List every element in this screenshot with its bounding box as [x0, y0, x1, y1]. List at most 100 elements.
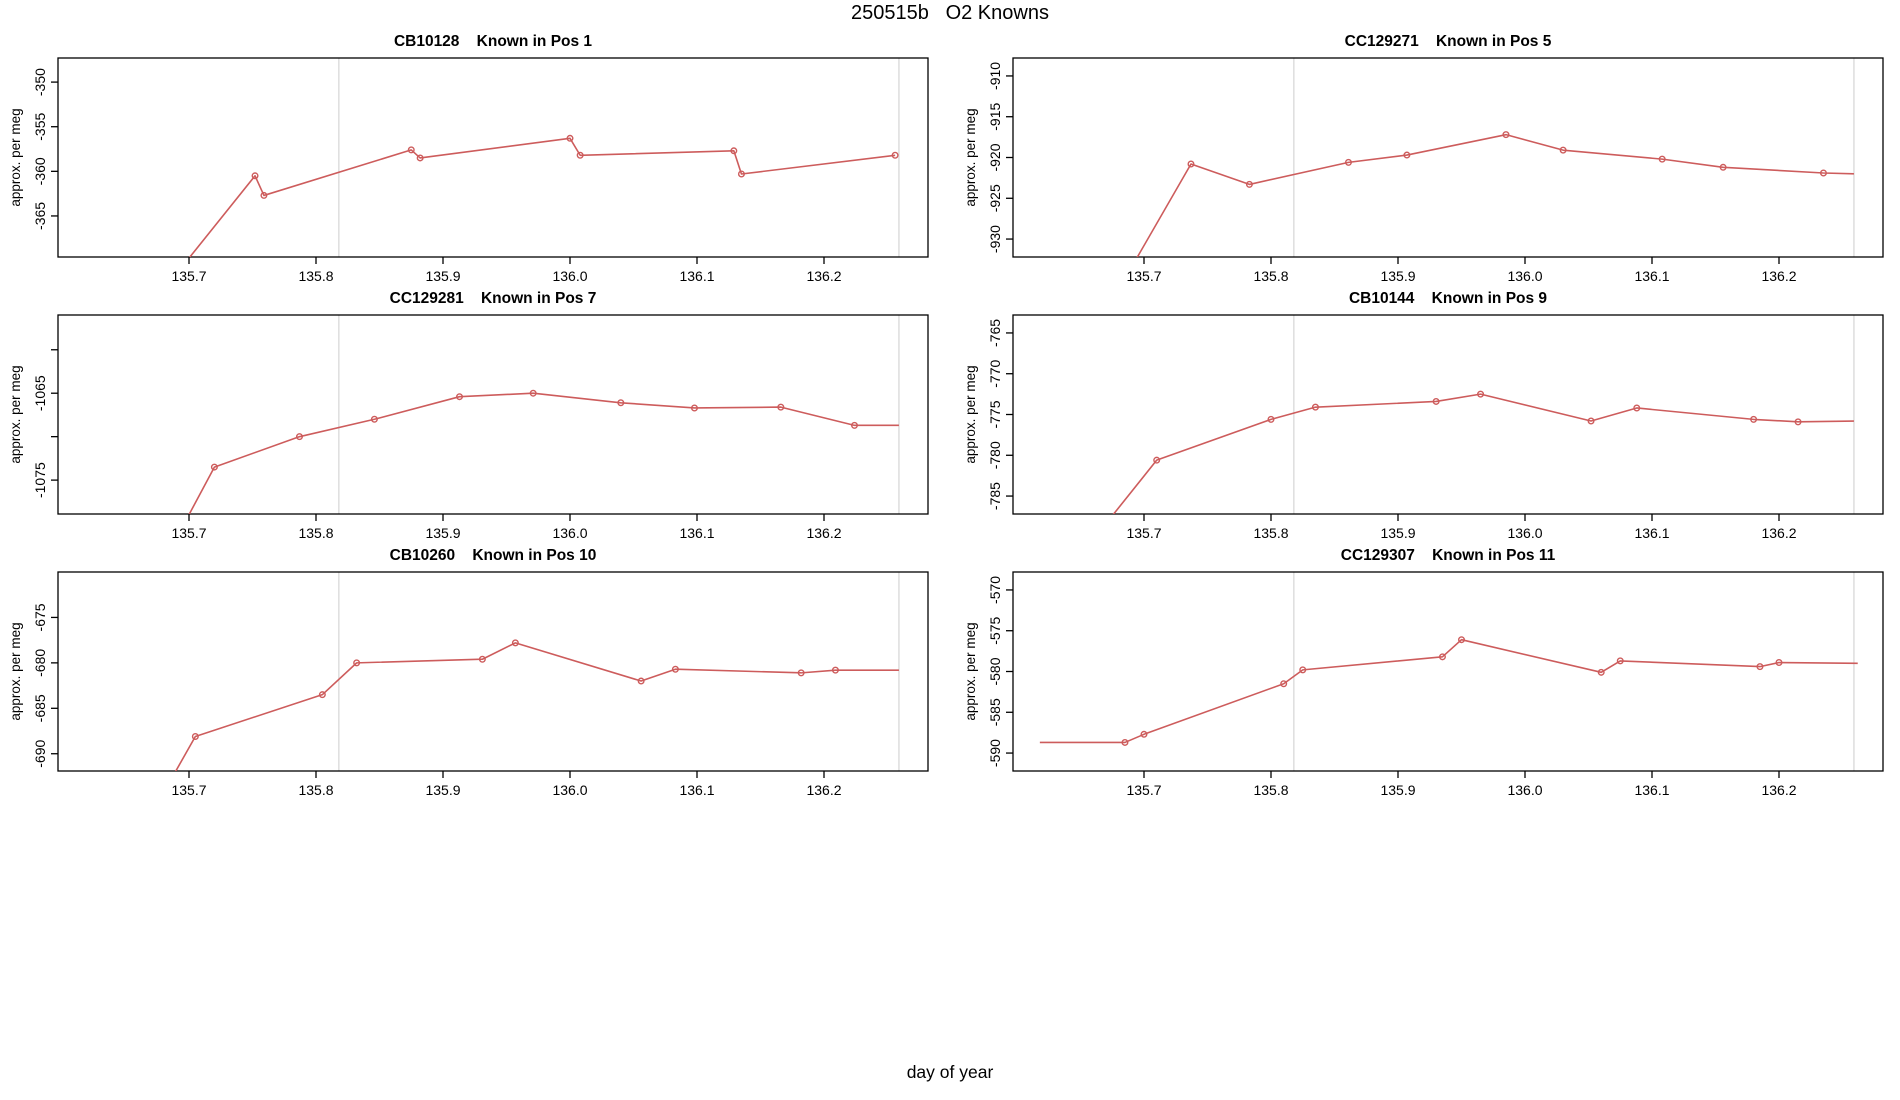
x-tick-label: 136.2 — [1761, 525, 1796, 541]
y-tick-label: -575 — [987, 617, 1003, 645]
data-point — [831, 666, 839, 674]
y-tick-label: -780 — [987, 441, 1003, 469]
subplot-title-pos10: CB10260 Known in Pos 10 — [389, 547, 597, 564]
x-tick-label: 136.2 — [806, 525, 841, 541]
subplot-title-pos11: CC129307 Known in Pos 11 — [1340, 547, 1556, 564]
data-point — [353, 659, 361, 667]
x-tick-label: 136.0 — [552, 782, 587, 798]
data-point — [370, 415, 378, 423]
plot-border — [1012, 57, 1884, 258]
data-point — [1775, 659, 1783, 667]
x-tick-label: 135.8 — [298, 525, 333, 541]
subplot-title-pos5: CC129271 Known in Pos 5 — [1344, 33, 1552, 50]
data-point — [671, 665, 679, 673]
y-tick-label: -685 — [32, 694, 48, 722]
x-tick-label: 135.9 — [425, 268, 460, 284]
y-axis-label: approx. per meg — [963, 108, 978, 206]
y-tick-label: -355 — [32, 112, 48, 140]
x-tick-label: 135.9 — [425, 782, 460, 798]
subplot-pos10: 135.7 135.8 135.9 136.0 136.1 136.2 -675 -680 -6… — [8, 571, 929, 798]
data-point — [1299, 666, 1307, 674]
data-point — [850, 421, 858, 429]
plot-border — [57, 571, 929, 772]
subplot-pos1: 135.7 135.8 135.9 136.0 136.1 136.2 -350 -355 -3… — [8, 57, 929, 284]
x-tick-label: 136.1 — [679, 268, 714, 284]
x-tick-label: 136.0 — [1507, 782, 1542, 798]
x-tick-label: 136.1 — [1634, 782, 1669, 798]
x-tick-label: 135.7 — [1126, 782, 1161, 798]
data-point — [1597, 668, 1605, 676]
data-point — [1587, 417, 1595, 425]
x-tick-label: 135.7 — [171, 782, 206, 798]
data-point — [1458, 636, 1466, 644]
x-tick-label: 135.9 — [1380, 782, 1415, 798]
data-point — [1140, 730, 1148, 738]
data-point — [1280, 680, 1288, 688]
x-tick-label: 135.9 — [1380, 268, 1415, 284]
x-tick-label: 135.7 — [1126, 268, 1161, 284]
x-tick-label: 135.8 — [298, 782, 333, 798]
y-axis-label: approx. per meg — [8, 108, 23, 206]
y-tick-label: -1075 — [32, 462, 48, 498]
data-point — [529, 389, 537, 397]
y-tick-label: -930 — [987, 225, 1003, 253]
y-tick-label: -360 — [32, 157, 48, 185]
y-tick-label: -910 — [987, 62, 1003, 90]
y-tick-label: -675 — [32, 603, 48, 631]
plot-border — [57, 57, 929, 258]
data-point — [1245, 180, 1253, 188]
plot-border — [1012, 571, 1884, 772]
y-tick-label: -590 — [987, 739, 1003, 767]
y-tick-label: -775 — [987, 400, 1003, 428]
data-point — [1432, 397, 1440, 405]
data-point — [191, 732, 199, 740]
plot-border — [57, 314, 929, 515]
data-point — [318, 691, 326, 699]
data-point — [251, 172, 259, 180]
y-tick-label: -1065 — [32, 375, 48, 411]
data-point — [478, 655, 486, 663]
subplot-title-pos7: CC129281 Known in Pos 7 — [389, 290, 597, 307]
data-point — [407, 146, 415, 154]
x-tick-label: 136.0 — [552, 525, 587, 541]
x-tick-label: 135.8 — [1253, 268, 1288, 284]
data-point — [1658, 155, 1666, 163]
data-point — [637, 677, 645, 685]
data-point — [511, 639, 519, 647]
data-point — [1121, 738, 1129, 746]
x-tick-label: 136.1 — [679, 782, 714, 798]
plot-border — [1012, 314, 1884, 515]
data-point — [730, 147, 738, 155]
x-tick-label: 136.1 — [679, 525, 714, 541]
data-point — [1819, 169, 1827, 177]
x-tick-label: 135.7 — [171, 525, 206, 541]
data-point — [576, 151, 584, 159]
x-tick-label: 135.7 — [171, 268, 206, 284]
x-tick-label: 136.1 — [1634, 268, 1669, 284]
data-point — [456, 393, 464, 401]
data-point — [1559, 146, 1567, 154]
data-point — [295, 433, 303, 441]
data-point — [1750, 415, 1758, 423]
x-tick-label: 136.0 — [1507, 525, 1542, 541]
y-tick-label: -765 — [987, 319, 1003, 347]
data-point — [1438, 653, 1446, 661]
x-tick-label: 136.0 — [552, 268, 587, 284]
data-point — [210, 463, 218, 471]
y-tick-label: -365 — [32, 202, 48, 230]
x-tick-label: 136.2 — [806, 268, 841, 284]
data-point — [1267, 415, 1275, 423]
y-tick-label: -350 — [32, 68, 48, 96]
x-tick-label: 136.2 — [806, 782, 841, 798]
data-point — [777, 403, 785, 411]
data-point — [566, 134, 574, 142]
y-tick-label: -690 — [32, 740, 48, 768]
x-axis-label: day of year — [906, 1062, 994, 1082]
subplot-pos5: 135.7 135.8 135.9 136.0 136.1 136.2 -910 -915 -9… — [963, 57, 1884, 284]
data-point — [1633, 404, 1641, 412]
y-axis-label: approx. per meg — [8, 365, 23, 463]
data-line — [174, 642, 899, 771]
y-tick-label: -920 — [987, 143, 1003, 171]
x-tick-label: 136.0 — [1507, 268, 1542, 284]
